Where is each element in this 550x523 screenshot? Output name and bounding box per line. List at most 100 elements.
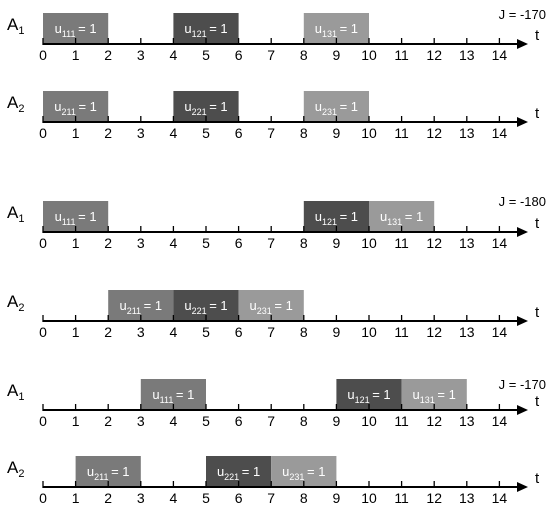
tick-label: 6 (235, 125, 243, 141)
tick-label: 2 (104, 235, 112, 251)
tick-label: 9 (333, 125, 341, 141)
task-block: u121 = 1 (336, 379, 402, 410)
tick-label: 12 (426, 235, 442, 251)
tick-label: 5 (202, 324, 210, 340)
tick-label: 2 (104, 413, 112, 429)
tick-label: 12 (426, 490, 442, 506)
tick-label: 6 (235, 324, 243, 340)
axis-arrow (517, 316, 528, 326)
tick-label: 14 (492, 324, 508, 340)
task-label: u131 = 1 (413, 387, 456, 405)
tick-label: 3 (137, 324, 145, 340)
axis-variable-label: t (535, 27, 540, 44)
agent-label: A2 (7, 93, 24, 115)
tick-label: 0 (39, 324, 47, 340)
tick-label: 1 (72, 490, 80, 506)
tick-label: 7 (267, 324, 275, 340)
task-label: u221 = 1 (184, 99, 227, 117)
task-label: u121 = 1 (184, 21, 227, 39)
tick-label: 1 (72, 47, 80, 63)
task-label: u221 = 1 (217, 464, 260, 482)
tick-label: 7 (267, 125, 275, 141)
row-a1: A1 u111 = 1 u121 = 1 u131 = 1 t0 1 2 3 4 5 6 7 8 9 10 1… (7, 13, 540, 63)
agent-label: A1 (7, 203, 24, 225)
objective-label: J = -180 (499, 194, 546, 209)
tick-label: 4 (170, 413, 178, 429)
tick-label: 10 (361, 324, 377, 340)
tick-label: 4 (170, 324, 178, 340)
tick-label: 14 (492, 235, 508, 251)
tick-label: 12 (426, 125, 442, 141)
tick-label: 5 (202, 490, 210, 506)
tick-label: 8 (300, 324, 308, 340)
task-label: u111 = 1 (152, 387, 194, 405)
tick-label: 10 (361, 125, 377, 141)
tick-label: 13 (459, 490, 475, 506)
tick-label: 11 (394, 47, 409, 63)
axis-variable-label: t (535, 470, 540, 487)
tick-label: 4 (170, 235, 178, 251)
task-label: u121 = 1 (347, 387, 390, 405)
tick-label: 6 (235, 235, 243, 251)
tick-label: 9 (333, 47, 341, 63)
tick-label: 14 (492, 47, 508, 63)
tick-label: 7 (267, 490, 275, 506)
axis-arrow (517, 227, 528, 237)
tick-label: 1 (72, 324, 80, 340)
task-label: u231 = 1 (315, 99, 358, 117)
task-label: u221 = 1 (184, 298, 227, 316)
tick-label: 11 (394, 413, 409, 429)
task-block: u231 = 1 (271, 456, 337, 487)
tick-label: 10 (361, 413, 377, 429)
task-label: u121 = 1 (315, 209, 358, 227)
tick-label: 8 (300, 490, 308, 506)
tick-label: 0 (39, 47, 47, 63)
agent-label: A1 (7, 15, 24, 37)
tick-label: 14 (492, 125, 508, 141)
tick-label: 9 (333, 413, 341, 429)
axis-variable-label: t (535, 393, 540, 410)
task-label: u211 = 1 (87, 464, 130, 482)
tick-label: 4 (170, 47, 178, 63)
tick-label: 9 (333, 324, 341, 340)
tick-label: 7 (267, 47, 275, 63)
tick-label: 0 (39, 490, 47, 506)
tick-label: 1 (72, 125, 80, 141)
tick-label: 5 (202, 125, 210, 141)
tick-label: 8 (300, 413, 308, 429)
tick-label: 3 (137, 413, 145, 429)
tick-label: 3 (137, 235, 145, 251)
tick-label: 14 (492, 413, 508, 429)
tick-label: 6 (235, 47, 243, 63)
row-a2: A2 u211 = 1 u221 = 1 u231 = 1 t0 1 2 3 4 5 6 7 8 9 10 1… (7, 456, 540, 506)
tick-label: 2 (104, 324, 112, 340)
tick-label: 2 (104, 125, 112, 141)
agent-label: A2 (7, 458, 24, 480)
tick-label: 3 (137, 47, 145, 63)
task-label: u131 = 1 (380, 209, 423, 227)
tick-label: 13 (459, 413, 475, 429)
tick-label: 6 (235, 490, 243, 506)
task-block: u121 = 1 (173, 13, 239, 44)
axis-arrow (517, 405, 528, 415)
axis-variable-label: t (535, 304, 540, 321)
tick-label: 7 (267, 235, 275, 251)
objective-label: J = -170 (499, 377, 546, 392)
tick-label: 3 (137, 490, 145, 506)
tick-label: 1 (72, 235, 80, 251)
tick-label: 2 (104, 490, 112, 506)
task-label: u131 = 1 (315, 21, 358, 39)
tick-label: 10 (361, 490, 377, 506)
row-a1: A1 u111 = 1 u121 = 1 u131 = 1 t0 1 2 3 4 5 6 7 8 9 10 1… (7, 201, 540, 251)
axis-arrow (517, 39, 528, 49)
tick-label: 13 (459, 235, 475, 251)
tick-label: 6 (235, 413, 243, 429)
task-block: u111 = 1 (43, 201, 109, 232)
tick-label: 5 (202, 235, 210, 251)
task-label: u211 = 1 (54, 99, 97, 117)
tick-label: 11 (394, 125, 409, 141)
agent-label: A1 (7, 381, 24, 403)
